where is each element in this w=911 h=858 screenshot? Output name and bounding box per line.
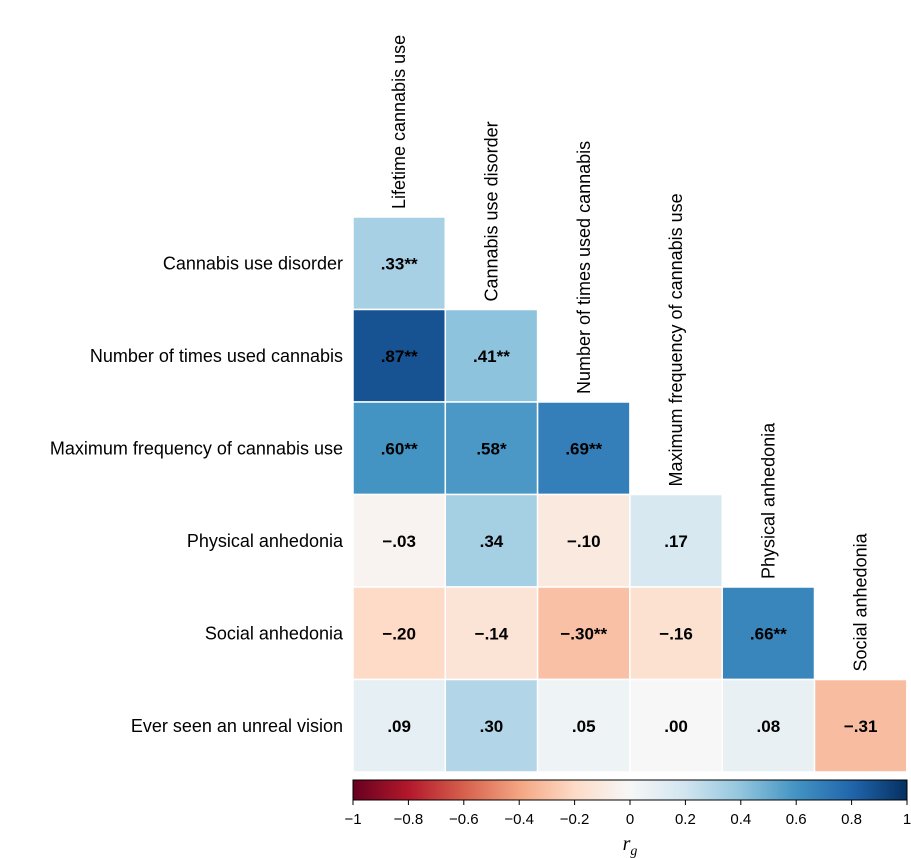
column-label: Social anhedonia — [851, 532, 871, 671]
heatmap-cell — [444, 493, 539, 588]
heatmap-cell — [536, 401, 631, 496]
colorbar-label: rg — [623, 833, 638, 858]
colorbar: −1 −0.8 −0.6 −0.4 −0.2 0 0.2 0.4 0.6 0.8 1 rg — [344, 779, 911, 858]
colorbar-tick-label: 0.6 — [786, 811, 807, 828]
cell-value-label: .08 — [757, 717, 781, 736]
cell-value-label: .34 — [480, 532, 504, 551]
column-label: Cannabis use disorder — [481, 121, 501, 301]
column-labels: Lifetime cannabis use Cannabis use disord… — [389, 35, 871, 672]
heatmap-cell — [721, 678, 816, 773]
colorbar-tick-label: −0.4 — [504, 811, 534, 828]
heatmap-cells: .33** .87** .41** .60** .58* .69** −.03 .34 −.10… — [352, 216, 908, 773]
cell-value-label: −.14 — [475, 624, 509, 643]
heatmap-cell — [444, 308, 539, 403]
cell-value-label: −.31 — [844, 717, 878, 736]
cell-value-label: −.03 — [382, 532, 416, 551]
colorbar-tick-label: −1 — [344, 811, 361, 828]
colorbar-tick-label: −0.8 — [394, 811, 424, 828]
cell-value-label: .05 — [572, 717, 596, 736]
cell-value-label: .00 — [664, 717, 688, 736]
heatmap-cell — [352, 308, 447, 403]
cell-value-label: −.10 — [567, 532, 601, 551]
colorbar-gradient — [352, 779, 908, 801]
heatmap-cell — [536, 678, 631, 773]
heatmap-cell — [629, 586, 723, 681]
heatmap-cell — [629, 493, 723, 588]
colorbar-tick-label: 0.8 — [841, 811, 862, 828]
cell-value-label: .30 — [480, 717, 504, 736]
row-label: Number of times used cannabis — [90, 346, 343, 366]
cell-value-label: −.16 — [659, 624, 693, 643]
cell-value-label: .87** — [381, 347, 418, 366]
row-labels: Cannabis use disorder Number of times use… — [50, 253, 344, 736]
colorbar-tick-label: −0.2 — [560, 811, 590, 828]
heatmap-cell — [813, 678, 908, 773]
colorbar-tick-label: −0.6 — [449, 811, 479, 828]
heatmap-cell — [352, 678, 447, 773]
row-label: Social anhedonia — [205, 623, 344, 643]
cell-value-label: .17 — [664, 532, 688, 551]
cell-value-label: .66** — [750, 624, 787, 643]
heatmap-cell — [629, 678, 723, 773]
column-label: Maximum frequency of cannabis use — [666, 193, 686, 486]
colorbar-tick-label: 0.4 — [730, 811, 751, 828]
column-label: Physical anhedonia — [758, 422, 778, 579]
column-label: Number of times used cannabis — [574, 141, 594, 394]
colorbar-tick-label: 0 — [626, 811, 634, 828]
row-label: Ever seen an unreal vision — [131, 716, 343, 736]
cell-value-label: .09 — [387, 717, 411, 736]
colorbar-ticks: −1 −0.8 −0.6 −0.4 −0.2 0 0.2 0.4 0.6 0.8 1 — [344, 800, 911, 828]
colorbar-tick-label: 1 — [903, 811, 911, 828]
colorbar-tick-label: 0.2 — [675, 811, 696, 828]
cell-value-label: .60** — [381, 439, 418, 458]
heatmap-cell — [444, 678, 539, 773]
cell-value-label: .41** — [473, 347, 510, 366]
cell-value-label: −.20 — [382, 624, 416, 643]
row-label: Maximum frequency of cannabis use — [50, 438, 343, 458]
column-label: Lifetime cannabis use — [389, 35, 409, 209]
cell-value-label: −.30** — [560, 624, 607, 643]
heatmap-cell — [352, 216, 447, 311]
cell-value-label: .69** — [565, 439, 602, 458]
cell-value-label: .33** — [381, 254, 418, 273]
row-label: Cannabis use disorder — [163, 253, 343, 273]
cell-value-label: .58* — [476, 439, 507, 458]
heatmap-cell — [444, 586, 539, 681]
row-label: Physical anhedonia — [187, 531, 344, 551]
